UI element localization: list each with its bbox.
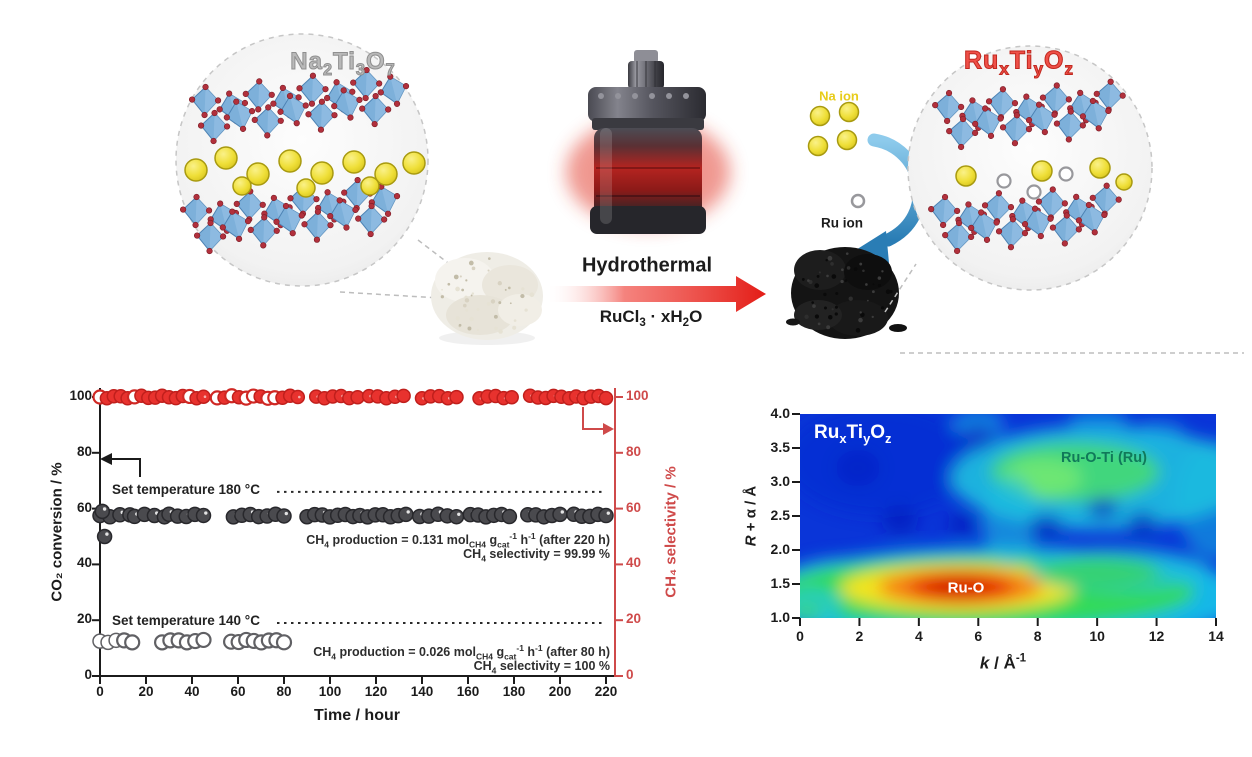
callout-lines-right [884, 263, 1244, 354]
set-temperature-180-label: Set temperature 180 °C [112, 482, 260, 497]
data-points [92, 388, 614, 651]
x-tick-label: 140 [410, 684, 434, 699]
y-axis-label-left: CO₂ conversion / % [48, 462, 66, 602]
k-tick-label: 12 [1148, 628, 1165, 644]
k-tick-label: 8 [1033, 628, 1042, 644]
data-point [290, 389, 306, 405]
na-ion-spheres-released [807, 101, 860, 157]
left-axis-pointer-arrow [100, 453, 141, 477]
r-tick-label: 2.0 [770, 541, 790, 557]
x-axis-label: Time / hour [314, 707, 400, 724]
y-left-tick-label: 60 [76, 499, 92, 515]
x-tick-label: 60 [230, 684, 246, 699]
k-tick-label: 0 [796, 628, 804, 644]
data-point [276, 508, 292, 524]
reference-lines [277, 490, 606, 624]
reagent-label: RuCl3 · xH2O [599, 306, 703, 330]
data-point [504, 389, 519, 405]
data-point [448, 508, 465, 525]
right-axis-pointer-arrow [582, 407, 614, 435]
x-tick-label: 40 [184, 684, 200, 699]
precursor-formula-label: Na2Ti3O7 [290, 48, 396, 80]
white-powder-image [431, 252, 543, 345]
ru-ion-label: Ru ion [821, 215, 863, 231]
data-point [398, 506, 414, 523]
y-left-tick-label: 80 [76, 443, 92, 459]
x-tick-label: 100 [318, 684, 342, 699]
y-axis-label-right: CH₄ selectivity / % [662, 466, 680, 598]
data-point [501, 508, 518, 525]
precursor-structure-circle [175, 33, 429, 287]
k-tick-label: 14 [1208, 628, 1224, 644]
data-point [598, 390, 614, 406]
y-left-tick-label: 100 [69, 388, 92, 403]
x-tick-label: 220 [594, 684, 618, 699]
set-temperature-140-label: Set temperature 140 °C [112, 613, 260, 628]
data-point [396, 388, 411, 404]
r-tick-label: 1.5 [770, 575, 790, 591]
heatmap-feature-ru-o-label: Ru-O [947, 579, 985, 597]
x-tick-label: 80 [276, 684, 292, 699]
y-right-tick-label: 0 [626, 667, 634, 682]
y-right-tick-label: 60 [626, 499, 642, 515]
autoclave-illustration [566, 50, 730, 234]
y-right-tick-label: 100 [626, 388, 649, 403]
heatmap-axes [792, 413, 1217, 626]
production-annotation-180: CH4 production = 0.131 molCH4 gcat-1 h-1… [306, 531, 610, 550]
data-point [195, 507, 212, 524]
y-left-tick-label: 40 [76, 555, 92, 571]
heatmap-sample-label: RuxTiyOz [814, 422, 892, 446]
heatmap-x-axis-label: k / Å-1 [979, 652, 1027, 673]
r-tick-label: 1.0 [770, 609, 790, 625]
callout-lines-left [339, 239, 457, 300]
process-label: Hydrothermal [581, 254, 713, 277]
selectivity-annotation-140: CH4 selectivity = 100 % [473, 659, 610, 676]
r-tick-label: 3.0 [770, 473, 790, 489]
intercalated-ions-product [955, 157, 1133, 200]
y-right-tick-label: 80 [626, 443, 642, 459]
x-tick-label: 120 [364, 684, 388, 699]
k-tick-label: 6 [974, 628, 983, 644]
data-point [275, 634, 293, 651]
production-annotation-140: CH4 production = 0.026 molCH4 gcat-1 h-1… [313, 643, 610, 662]
na-ion-label: Na ion [819, 88, 859, 104]
r-tick-label: 2.5 [770, 507, 790, 523]
data-point [552, 506, 568, 523]
x-tick-label: 180 [502, 684, 526, 699]
data-point [124, 634, 141, 651]
k-tick-label: 4 [914, 628, 923, 644]
y-right-tick-label: 20 [626, 611, 642, 627]
heatmap-feature-ru-o-ti-label: Ru-O-Ti (Ru) [1061, 450, 1147, 466]
product-structure-circle [907, 45, 1153, 291]
data-point [449, 389, 464, 405]
na-ion-spheres-precursor [184, 146, 426, 198]
data-point [196, 389, 211, 404]
y-right-tick-label: 40 [626, 555, 642, 571]
r-tick-label: 4.0 [770, 405, 790, 421]
k-tick-label: 10 [1089, 628, 1105, 644]
black-powder-image [786, 247, 907, 339]
ru-ion-sphere [850, 193, 866, 209]
reaction-arrow-icon [548, 276, 766, 312]
k-tick-label: 2 [855, 628, 864, 644]
data-point [195, 631, 212, 649]
data-point [598, 507, 614, 524]
wavelet-heatmap [800, 414, 1216, 618]
selectivity-annotation-180: CH4 selectivity = 99.99 % [463, 547, 610, 564]
y-left-tick-label: 0 [84, 667, 92, 682]
product-formula-label: RuxTiyOz [964, 46, 1074, 79]
r-tick-label: 3.5 [770, 439, 790, 455]
y-left-tick-label: 20 [76, 611, 92, 627]
x-tick-label: 160 [456, 684, 480, 699]
x-tick-label: 200 [548, 684, 572, 699]
x-tick-label: 0 [96, 684, 104, 699]
x-tick-label: 20 [138, 684, 154, 699]
